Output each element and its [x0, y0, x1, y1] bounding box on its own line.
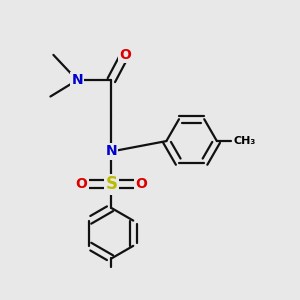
Text: S: S — [105, 175, 117, 193]
Text: O: O — [119, 48, 131, 62]
Text: N: N — [106, 145, 117, 158]
Text: N: N — [71, 73, 83, 87]
Text: O: O — [135, 177, 147, 191]
Text: CH₃: CH₃ — [233, 136, 255, 146]
Text: O: O — [76, 177, 88, 191]
